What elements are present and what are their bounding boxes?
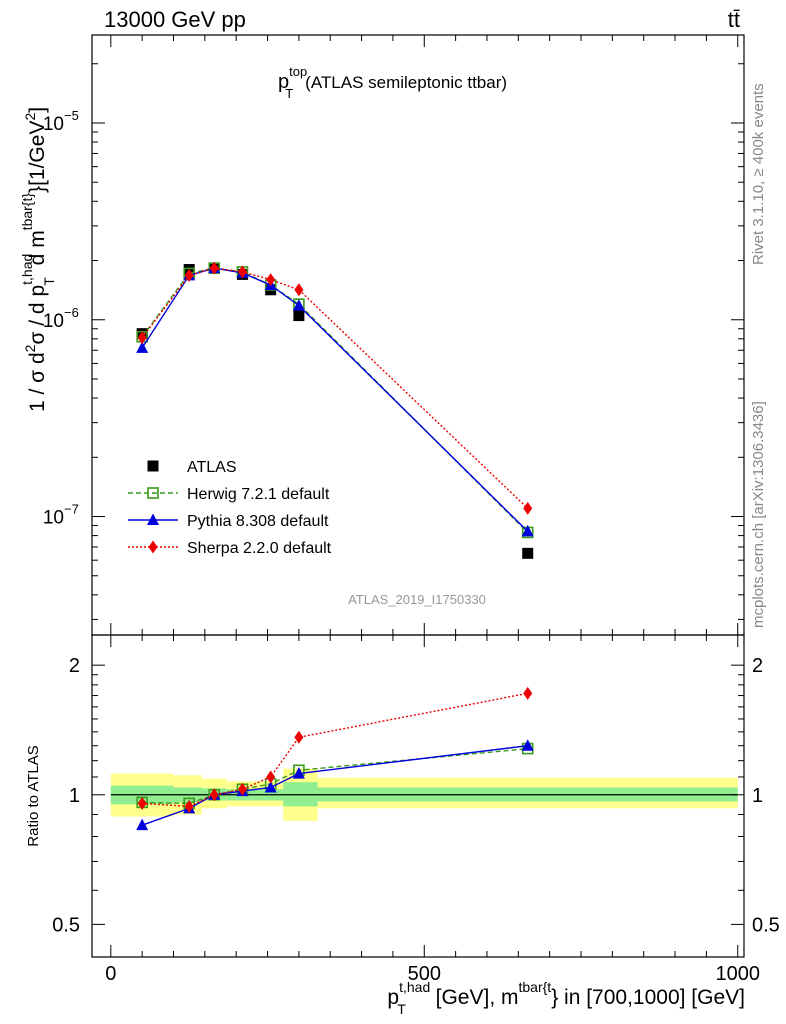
main-point-sherpa-6 — [523, 501, 533, 515]
ratio-y-tick-label-right: 1 — [752, 785, 763, 807]
ratio-y-tick-label-left: 2 — [69, 655, 80, 677]
ratio-series — [136, 686, 534, 831]
main-y-axis-label: 1 / σ d2σ / d pt,had T d mtbar{t}}[1/GeV2… — [19, 107, 57, 412]
header-left-label: 13000 GeV pp — [104, 7, 246, 32]
ratio-point-sherpa-0 — [137, 796, 147, 810]
main-y-tick-exponent: −6 — [64, 305, 79, 320]
main-point-sherpa-2 — [209, 261, 219, 275]
legend-label-atlas: ATLAS — [187, 459, 237, 476]
main-point-sherpa-0 — [137, 331, 147, 345]
plot-title-sup: top — [289, 64, 307, 79]
ratio-point-sherpa-6 — [523, 686, 533, 700]
x-tick-label-1000: 1000 — [715, 963, 760, 985]
main-point-pythia-6 — [521, 524, 534, 537]
main-y-tick-label: 10 — [43, 311, 64, 332]
main-point-sherpa-1 — [184, 268, 194, 282]
header-right-label: tt̄ — [728, 7, 740, 32]
legend-marker-sherpa — [148, 540, 158, 554]
plot-title: ptop T (ATLAS semileptonic ttbar) — [278, 64, 507, 101]
ratio-y-tick-label-right: 2 — [752, 655, 763, 677]
ratio-point-pythia-5 — [292, 767, 305, 779]
ratio-point-pythia-0 — [136, 818, 149, 831]
plot-title-main: p — [278, 71, 289, 93]
ratio-point-pythia-6 — [521, 739, 534, 751]
main-y-tick-label: 10 — [43, 114, 64, 135]
ratio-y-tick-label-right: 0.5 — [752, 914, 780, 936]
watermark-label: ATLAS_2019_I1750330 — [348, 592, 486, 607]
main-point-sherpa-5 — [294, 283, 304, 297]
x-axis-label: pt,had T [GeV], mtbar{t} in [700,1000] [G… — [387, 979, 745, 1017]
main-series — [136, 261, 534, 559]
legend-label-herwig: Herwig 7.2.1 default — [187, 486, 330, 503]
main-point-sherpa-4 — [266, 273, 276, 287]
ratio-point-sherpa-4 — [266, 770, 276, 784]
plot-title-sub: T — [285, 86, 293, 101]
ratio-uncertainty-bands — [110, 768, 738, 821]
main-y-tick-exponent: −7 — [64, 502, 79, 517]
ratio-point-sherpa-2 — [209, 788, 219, 802]
ratio-point-sherpa-5 — [294, 730, 304, 744]
main-point-atlas-6 — [522, 547, 534, 559]
ratio-y-tick-label-left: 0.5 — [52, 914, 80, 936]
side-label-top: Rivet 3.1.10, ≥ 400k events — [750, 83, 767, 265]
legend-marker-pythia — [147, 513, 159, 525]
legend-marker-herwig — [147, 487, 159, 499]
main-point-pythia-0 — [136, 341, 149, 353]
legend-marker-atlas — [147, 460, 159, 472]
x-tick-label-500: 500 — [408, 963, 441, 985]
ratio-y-tick-label-left: 1 — [69, 785, 80, 807]
plot-title-rest: (ATLAS semileptonic ttbar) — [305, 73, 507, 92]
legend-label-sherpa: Sherpa 2.2.0 default — [187, 540, 332, 557]
ratio-point-pythia-4 — [264, 780, 277, 793]
main-y-tick-exponent: −5 — [64, 108, 79, 123]
main-y-tick-label: 10 — [43, 508, 64, 529]
ratio-point-sherpa-3 — [237, 782, 247, 796]
main-point-atlas-5 — [293, 310, 305, 322]
ratio-point-sherpa-1 — [184, 799, 194, 813]
side-label-bottom: mcplots.cern.ch [arXiv:1306.3436] — [750, 401, 767, 628]
legend-label-pythia: Pythia 8.308 default — [187, 513, 329, 530]
legend: ATLAS Herwig 7.2.1 default Pythia 8.308 de… — [128, 459, 332, 557]
plot-frames — [91, 34, 745, 958]
main-point-pythia-5 — [292, 299, 305, 311]
x-tick-label-0: 0 — [105, 963, 116, 985]
ratio-panel-frame — [91, 634, 745, 958]
main-point-sherpa-3 — [237, 265, 247, 279]
ratio-y-axis-label: Ratio to ATLAS — [25, 745, 42, 846]
